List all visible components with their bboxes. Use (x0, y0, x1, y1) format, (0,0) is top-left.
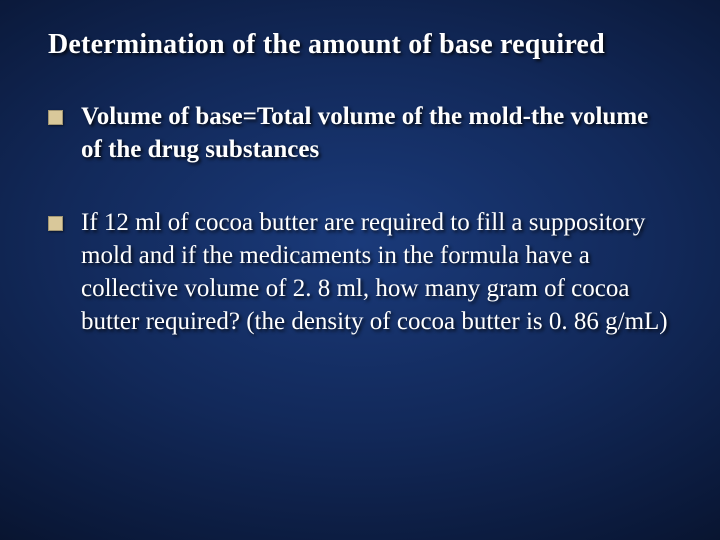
bullet-text: If 12 ml of cocoa butter are required to… (81, 206, 672, 338)
bullet-square-icon (48, 216, 63, 231)
bullet-list: Volume of base=Total volume of the mold-… (48, 100, 672, 338)
list-item: Volume of base=Total volume of the mold-… (48, 100, 672, 166)
slide-container: Determination of the amount of base requ… (0, 0, 720, 540)
list-item: If 12 ml of cocoa butter are required to… (48, 206, 672, 338)
bullet-text: Volume of base=Total volume of the mold-… (81, 100, 672, 166)
bullet-square-icon (48, 110, 63, 125)
slide-title: Determination of the amount of base requ… (48, 28, 672, 62)
